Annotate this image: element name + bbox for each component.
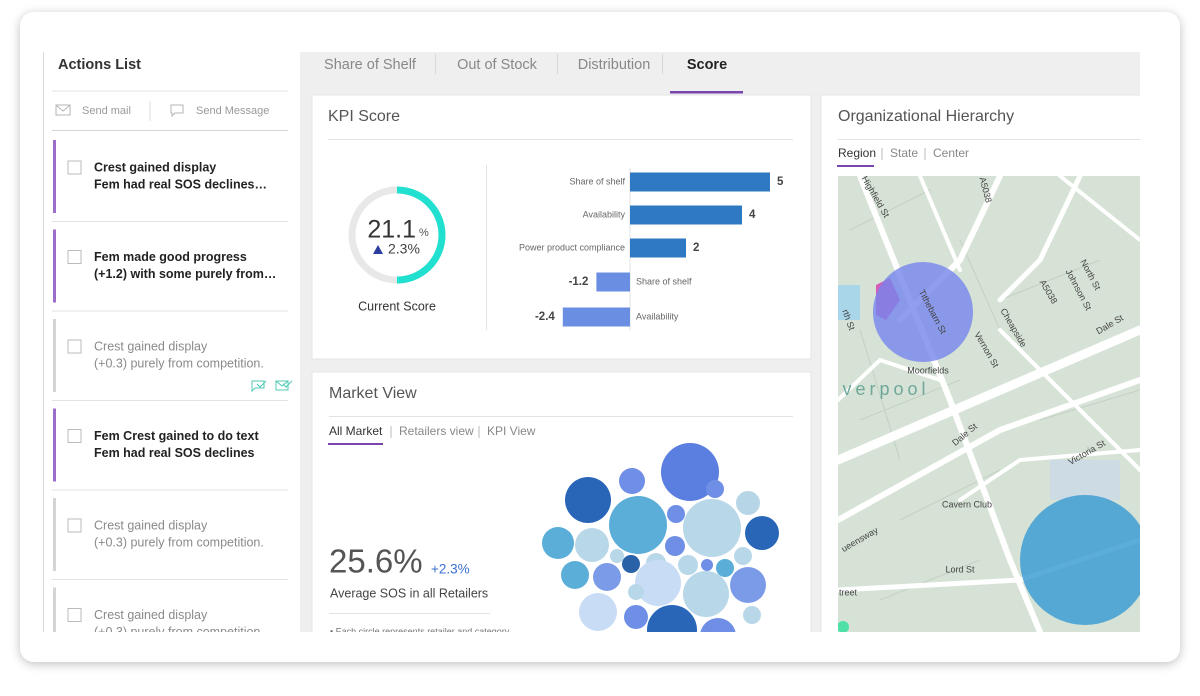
comment-icon <box>251 380 267 393</box>
value-label: 2 <box>693 242 699 254</box>
item-text: (+0.3) purely from competition. <box>94 535 264 549</box>
market-value: 25.6% <box>329 543 423 580</box>
bubble-chart <box>542 443 779 632</box>
item-border <box>53 229 56 303</box>
gauge-change: 2.3% <box>388 241 420 257</box>
map-label: Lord St <box>945 564 975 574</box>
map-label: treet <box>839 587 858 597</box>
item-border <box>53 587 56 632</box>
tab-underline <box>328 443 383 445</box>
action-item[interactable]: Crest gained display (+0.3) purely from c… <box>52 319 293 401</box>
sidebar-title: Actions List <box>58 57 141 73</box>
action-item[interactable]: Crest gained display (+0.3) purely from c… <box>52 498 288 580</box>
item-border <box>53 498 56 571</box>
category-label: Availability <box>583 209 626 219</box>
item-text: Crest gained display <box>94 339 208 353</box>
up-arrow <box>373 245 383 254</box>
item-border <box>53 319 56 392</box>
item-text: (+0.3) purely from competition. <box>94 356 264 370</box>
sub-tab[interactable]: State <box>890 146 918 160</box>
bar <box>630 172 770 192</box>
sub-tab[interactable]: Region <box>838 146 876 160</box>
item-text: Crest gained display <box>94 608 208 622</box>
checkbox[interactable] <box>67 160 82 175</box>
category-label: Power product compliance <box>519 242 625 252</box>
value-label: -2.4 <box>535 311 555 323</box>
action-item[interactable]: Fem made good progress (+1.2) with some p… <box>52 229 288 312</box>
item-text: (+1.2) with some purely from… <box>94 267 276 281</box>
bar <box>596 272 630 292</box>
sub-tab[interactable]: KPI View <box>487 424 536 438</box>
market-note: • Each circle represents retailer and ca… <box>330 626 510 636</box>
item-text: Crest gained display <box>94 518 208 532</box>
mail-icon <box>275 380 293 391</box>
item-border <box>53 140 56 213</box>
card-title: Market View <box>329 385 417 402</box>
card-title: KPI Score <box>328 108 400 125</box>
map-label: Moorfields <box>907 365 949 375</box>
tab[interactable]: Score <box>687 57 727 73</box>
item-text: Fem Crest gained to do text <box>94 429 259 443</box>
bar <box>562 307 630 327</box>
category-label: Share of shelf <box>636 276 692 286</box>
checkbox[interactable] <box>67 518 82 533</box>
gauge-unit: % <box>419 227 429 239</box>
mail-icon[interactable] <box>55 104 71 116</box>
action-item[interactable]: Crest gained display Fem had real SOS dec… <box>52 140 288 222</box>
bar <box>630 205 742 225</box>
item-text: (+0.3) purely from competition. <box>94 625 264 639</box>
market-caption: Average SOS in all Retailers <box>330 586 488 600</box>
value-label: 5 <box>777 176 784 188</box>
sub-tab[interactable]: Retailers view <box>399 424 474 438</box>
tab[interactable]: Out of Stock <box>457 57 538 73</box>
value-label: 4 <box>749 209 756 221</box>
tab-underline <box>837 165 874 167</box>
checkbox[interactable] <box>67 250 82 264</box>
sub-tab[interactable]: All Market <box>329 424 383 438</box>
item-text: Fem made good progress <box>94 250 247 264</box>
message-icon[interactable] <box>170 104 184 118</box>
category-label: Availability <box>636 311 679 321</box>
action-item[interactable]: Crest gained display (+0.3) purely from c… <box>52 587 288 670</box>
checkbox[interactable] <box>67 339 82 354</box>
send-mail[interactable]: Send mail <box>82 105 131 117</box>
send-message[interactable]: Send Message <box>196 105 269 117</box>
tab[interactable]: Distribution <box>578 57 651 73</box>
checkbox[interactable] <box>67 608 82 622</box>
map-label: verpool <box>842 379 929 399</box>
item-text: Crest gained display <box>94 160 216 174</box>
item-text: Fem had real SOS declines… <box>94 177 267 191</box>
card-title: Organizational Hierarchy <box>838 108 1014 125</box>
gauge-value: 21.1 <box>367 216 416 244</box>
tab[interactable]: Share of Shelf <box>324 57 417 73</box>
tab-underline <box>670 91 743 94</box>
map-label: Cavern Club <box>942 499 992 509</box>
item-border <box>53 408 56 482</box>
checkbox[interactable] <box>67 429 82 443</box>
market-change: +2.3% <box>431 562 470 577</box>
sub-tab[interactable]: Center <box>933 146 969 160</box>
action-item[interactable]: Fem Crest gained to do text Fem had real … <box>52 408 288 491</box>
sidebar <box>43 52 299 632</box>
gauge-arc <box>396 186 446 284</box>
category-label: Share of shelf <box>569 176 625 186</box>
bar <box>630 238 686 258</box>
item-text: Fem had real SOS declines <box>94 446 255 460</box>
value-label: -1.2 <box>569 276 589 288</box>
gauge-label: Current Score <box>358 299 436 313</box>
